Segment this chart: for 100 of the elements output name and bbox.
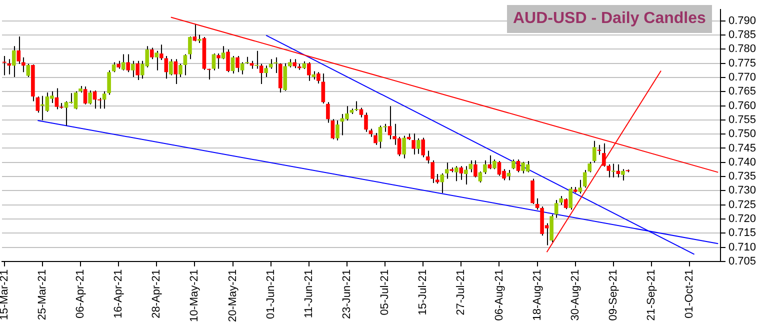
y-tick-label: 0.715 bbox=[728, 227, 756, 240]
candlestick bbox=[592, 140, 596, 164]
candlestick bbox=[612, 163, 616, 178]
y-tick-label: 0.745 bbox=[728, 142, 756, 154]
x-tick-label: 15-Mar-21 bbox=[0, 269, 10, 320]
x-tick-label: 06-Apr-21 bbox=[74, 269, 87, 318]
chart-title: AUD-USD - Daily Candles bbox=[507, 5, 712, 33]
candlestick bbox=[236, 56, 240, 73]
candlestick bbox=[230, 56, 235, 74]
candlestick bbox=[440, 172, 444, 194]
x-tick-label: 25-Mar-21 bbox=[36, 269, 48, 320]
candlestick bbox=[412, 133, 416, 155]
x-tick-label: 09-Sep-21 bbox=[607, 269, 620, 321]
candlestick bbox=[530, 178, 534, 204]
candlestick bbox=[264, 65, 268, 78]
candlestick bbox=[121, 54, 126, 71]
y-tick-label: 0.710 bbox=[728, 241, 756, 254]
candlestick bbox=[464, 166, 468, 185]
y-tick-label: 0.775 bbox=[728, 57, 756, 70]
candlestick bbox=[483, 160, 487, 174]
candlestick bbox=[359, 107, 364, 118]
candlestick bbox=[126, 54, 130, 73]
candlestick bbox=[506, 170, 511, 181]
candlestick bbox=[336, 120, 340, 141]
candlestick bbox=[150, 47, 154, 60]
x-tick-label: 18-Aug-21 bbox=[531, 269, 544, 321]
x-tick-label: 27-Jul-21 bbox=[455, 269, 468, 316]
candlestick bbox=[207, 68, 211, 80]
candlestick bbox=[274, 56, 278, 74]
candlestick bbox=[107, 70, 111, 96]
candlestick bbox=[535, 198, 540, 210]
y-tick-label: 0.705 bbox=[728, 255, 756, 268]
candlestick bbox=[136, 60, 140, 81]
y-tick-label: 0.770 bbox=[728, 72, 756, 84]
candlestick bbox=[112, 62, 116, 73]
candlestick bbox=[7, 58, 12, 75]
candlestick bbox=[606, 164, 611, 178]
candlestick bbox=[416, 138, 420, 154]
candlestick bbox=[178, 63, 182, 78]
candlestick bbox=[374, 132, 378, 146]
candlestick bbox=[459, 166, 464, 180]
y-tick-label: 0.750 bbox=[728, 128, 756, 140]
candlestick bbox=[306, 62, 311, 82]
candlestick bbox=[188, 36, 192, 60]
y-tick-label: 0.735 bbox=[728, 170, 756, 183]
candlestick bbox=[316, 72, 320, 84]
candlestick bbox=[364, 112, 368, 132]
x-tick-label: 11-Jun-21 bbox=[302, 269, 315, 318]
candlestick bbox=[169, 58, 173, 76]
candlestick bbox=[478, 170, 482, 183]
candlestick bbox=[26, 63, 30, 78]
candlestick bbox=[597, 144, 602, 156]
x-tick-label: 10-May-21 bbox=[188, 269, 201, 322]
x-tick-label: 01-Oct-21 bbox=[684, 269, 696, 318]
candlestick bbox=[354, 100, 358, 112]
candlestick bbox=[421, 137, 425, 158]
candlestick bbox=[444, 162, 449, 180]
x-tick-label: 20-May-21 bbox=[226, 269, 239, 322]
x-tick-label: 30-Aug-21 bbox=[569, 269, 582, 321]
candlestick bbox=[326, 102, 330, 124]
y-tick-label: 0.765 bbox=[728, 86, 756, 98]
candlestick bbox=[492, 159, 496, 170]
x-tick-label: 05-Jul-21 bbox=[379, 269, 392, 316]
y-tick-label: 0.725 bbox=[728, 198, 756, 211]
candlestick bbox=[402, 135, 406, 159]
candlestick bbox=[183, 54, 188, 76]
candlestick bbox=[12, 46, 16, 78]
y-tick-label: 0.755 bbox=[728, 114, 756, 126]
candlestick bbox=[321, 73, 326, 104]
candlestick bbox=[283, 62, 288, 92]
candlestick bbox=[88, 90, 92, 105]
candlestick bbox=[568, 186, 572, 210]
y-tick-label: 0.740 bbox=[728, 156, 756, 168]
x-tick-label: 01-Jun-21 bbox=[264, 269, 277, 319]
candlestick bbox=[512, 159, 516, 170]
x-tick-label: 16-Apr-21 bbox=[112, 269, 125, 318]
y-tick-label: 0.730 bbox=[728, 184, 756, 197]
candlestick bbox=[174, 58, 178, 85]
candlestick bbox=[164, 56, 168, 80]
candlestick bbox=[130, 60, 135, 78]
candlestick bbox=[2, 56, 6, 76]
candlestick bbox=[330, 118, 335, 140]
candlestick bbox=[474, 160, 478, 178]
candlestick bbox=[454, 166, 458, 182]
candlestick bbox=[226, 48, 230, 73]
y-tick-label: 0.720 bbox=[728, 213, 756, 226]
x-tick-label: 28-Apr-21 bbox=[150, 269, 163, 318]
candlestick bbox=[488, 154, 492, 170]
candlestick bbox=[36, 96, 40, 114]
candlestick bbox=[254, 50, 258, 70]
candlestick bbox=[154, 50, 159, 71]
y-tick-label: 0.780 bbox=[728, 43, 756, 56]
candlestick bbox=[216, 52, 220, 70]
candlestick bbox=[221, 46, 226, 60]
candlestick bbox=[621, 168, 625, 181]
x-tick-label: 06-Aug-21 bbox=[493, 269, 506, 321]
x-tick-label: 23-Jun-21 bbox=[340, 269, 353, 319]
candlestick bbox=[564, 198, 568, 210]
x-tick-label: 21-Sep-21 bbox=[646, 269, 658, 321]
y-tick-label: 0.790 bbox=[728, 14, 756, 27]
